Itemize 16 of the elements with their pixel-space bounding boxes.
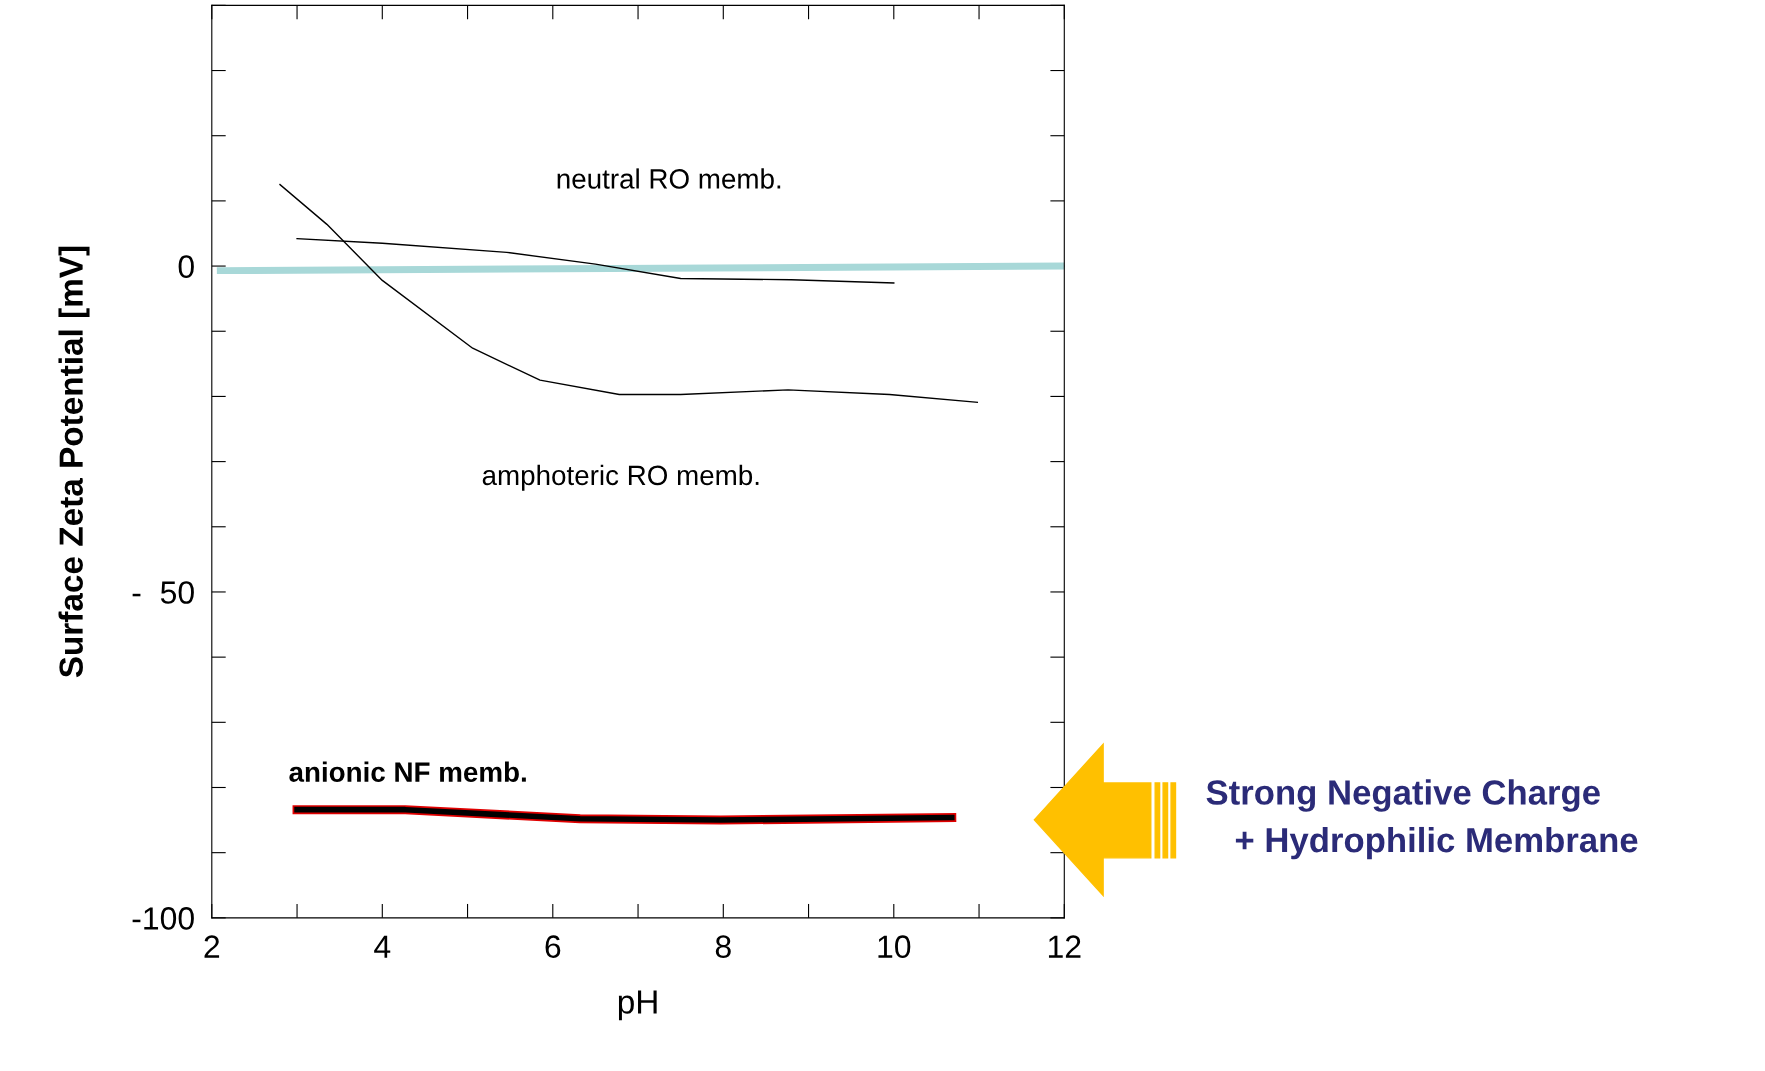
y-tick-label: -100 bbox=[132, 907, 194, 930]
text: Strong Negative Charge + Hydrophilic Membrane bbox=[1206, 779, 1638, 860]
x-tick-label: 2 bbox=[204, 935, 220, 958]
y-tick-label: 0 bbox=[178, 255, 194, 278]
x-tick-label: 12 bbox=[1048, 935, 1081, 958]
x-tick-label: 10 bbox=[878, 935, 911, 958]
series-label: anionic NF memb. bbox=[289, 761, 526, 782]
x-tick-label: 4 bbox=[374, 935, 391, 958]
text: neutral RO memb. bbox=[557, 168, 781, 189]
line-series bbox=[296, 237, 895, 284]
x-axis-title: pH bbox=[618, 990, 657, 1021]
text: amphoteric RO memb. bbox=[482, 464, 759, 491]
x-tick-label: 6 bbox=[545, 935, 561, 958]
y-tick-label: - 50 bbox=[132, 581, 194, 604]
y-axis-title: Surface Zeta Potential [mV] bbox=[58, 246, 90, 678]
x-tick-label: 8 bbox=[715, 935, 731, 958]
